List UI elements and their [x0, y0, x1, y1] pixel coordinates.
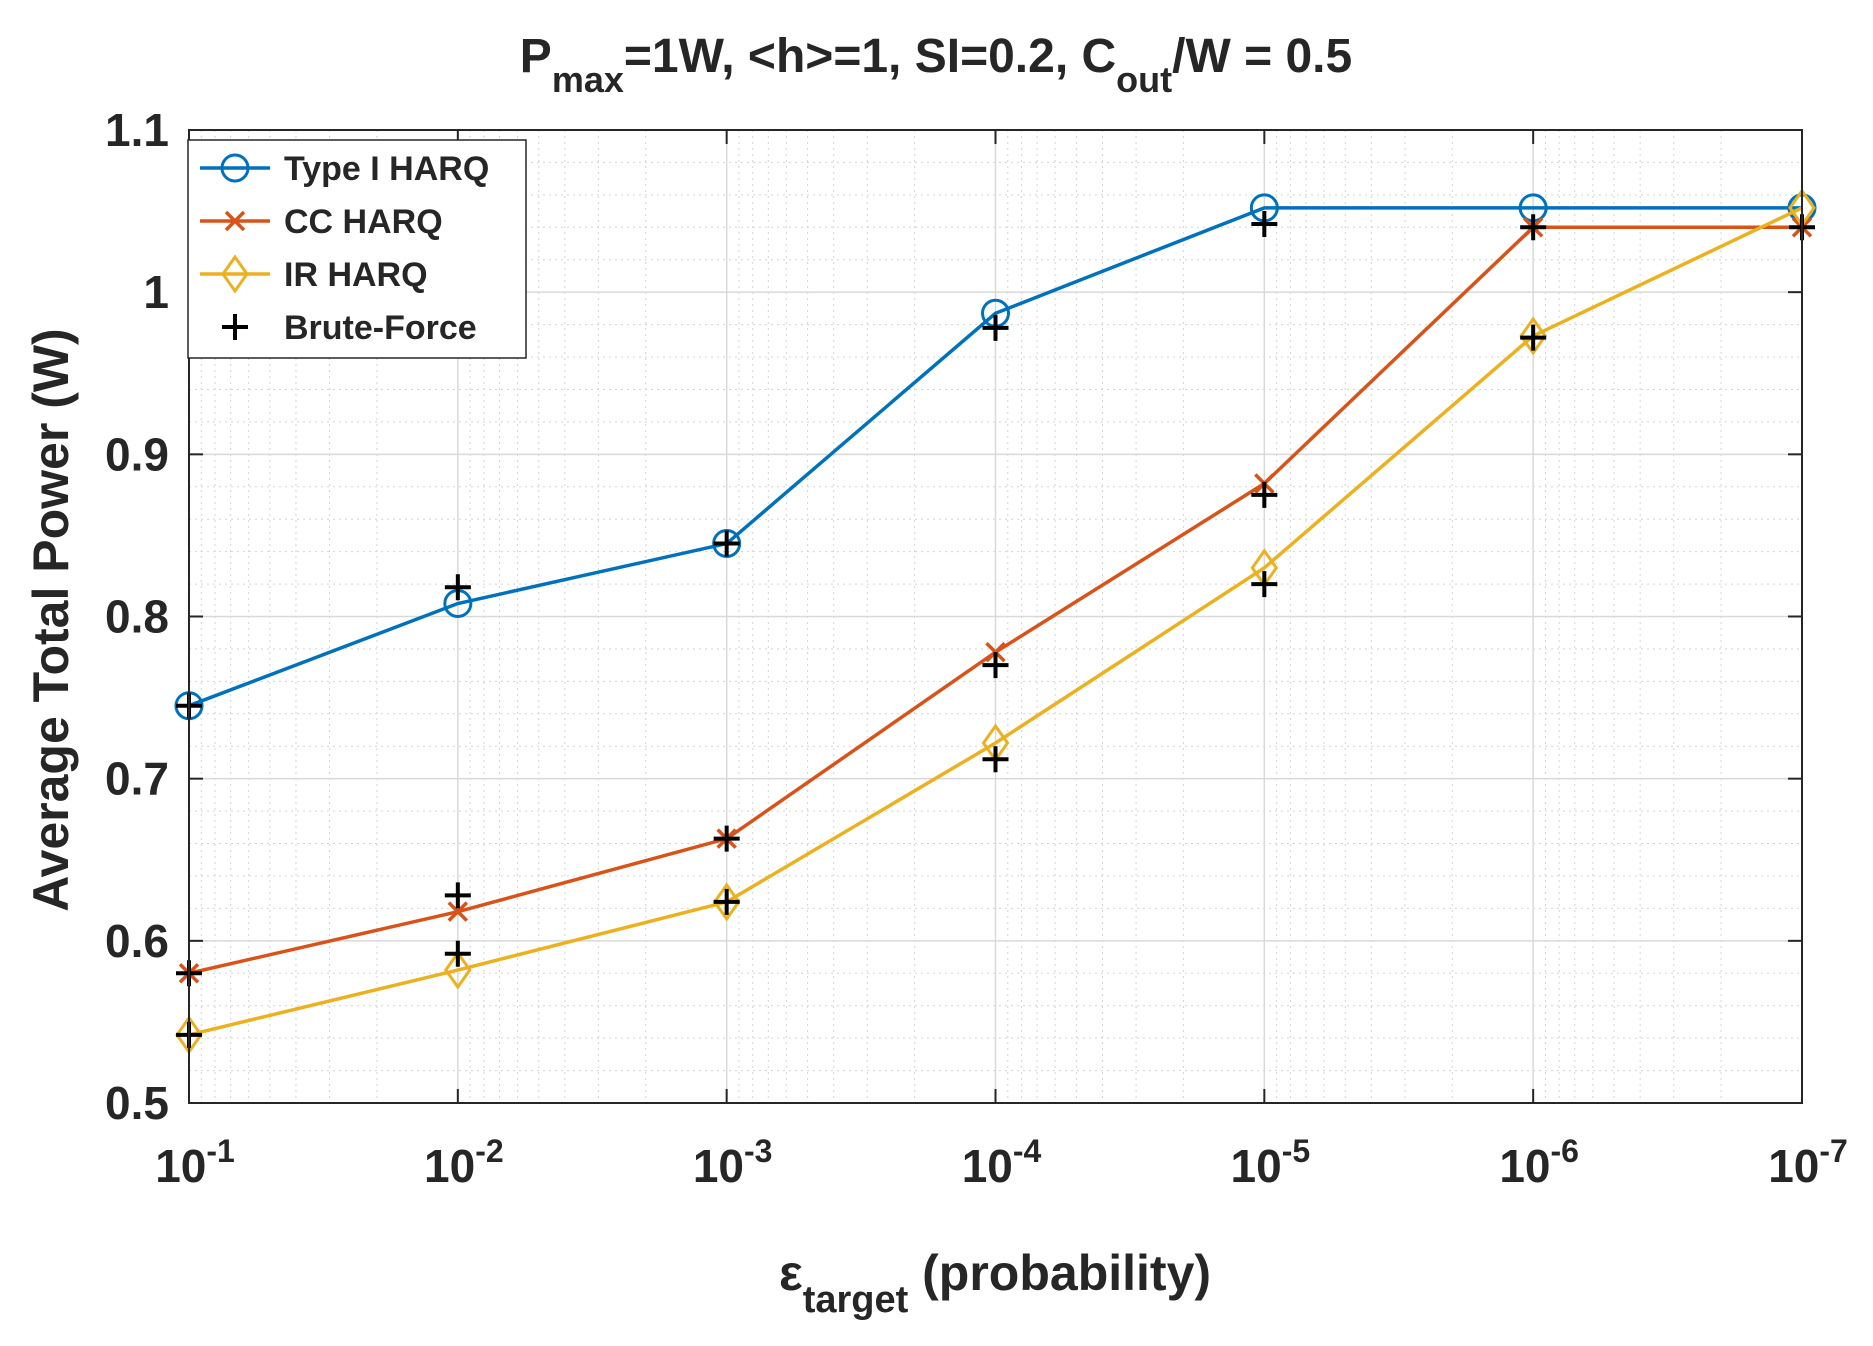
- y-tick-label: 1: [143, 266, 169, 318]
- x-tick-exponent: -3: [744, 1133, 772, 1169]
- y-tick-label: 0.9: [105, 428, 169, 480]
- x-tick-exponent: -7: [1819, 1133, 1847, 1169]
- axis-ticks: [188, 129, 1803, 1104]
- data-point-diamond: [221, 254, 249, 294]
- data-point-plus: [982, 746, 1009, 773]
- data-point-plus: [982, 652, 1009, 679]
- x-tick-base: 10: [1231, 1140, 1282, 1192]
- title-tail: /W = 0.5: [1172, 30, 1352, 83]
- x-tick-label: 10-2: [424, 1133, 504, 1192]
- legend-label: CC HARQ: [284, 203, 443, 241]
- x-tick-label: 10-6: [1499, 1133, 1579, 1192]
- xlabel-text: (probability): [908, 1245, 1211, 1301]
- chart-title: Pmax=1W, <h>=1, SI=0.2, Cout/W = 0.5: [520, 30, 1352, 100]
- x-tick-base: 10: [1768, 1140, 1819, 1192]
- y-tick-labels: 0.5 0.6 0.7 0.8 0.9 1 1.1: [105, 104, 169, 1129]
- x-tick-exponent: -6: [1551, 1133, 1579, 1169]
- series-line: [188, 206, 1802, 708]
- x-tick-exponent: -5: [1282, 1133, 1310, 1169]
- data-point-plus: [1251, 571, 1278, 598]
- title-mid: =1W, <h>=1, SI=0.2, C: [624, 30, 1116, 83]
- title-p: P: [520, 30, 552, 83]
- legend-item: Brute-Force: [222, 309, 477, 347]
- data-point-plus: [444, 882, 471, 909]
- x-tick-base: 10: [155, 1140, 206, 1192]
- title-sub-out: out: [1116, 59, 1172, 100]
- data-point-plus: [713, 530, 740, 557]
- data-point-circle: [220, 153, 250, 183]
- data-point-x: [224, 210, 246, 232]
- x-tick-base: 10: [424, 1140, 475, 1192]
- x-tick-label: 10-1: [155, 1133, 235, 1192]
- legend-label: Type I HARQ: [284, 150, 489, 188]
- series-brute-force: [176, 211, 1815, 1048]
- data-point-diamond: [712, 882, 741, 922]
- x-tick-label: 10-5: [1231, 1133, 1311, 1192]
- legend-item: IR HARQ: [200, 254, 428, 294]
- y-tick-label: 0.6: [105, 915, 169, 967]
- y-tick-label: 1.1: [105, 104, 169, 156]
- data-point-plus: [982, 314, 1009, 341]
- title-sub-max: max: [552, 59, 624, 100]
- x-tick-label: 10-7: [1768, 1133, 1848, 1192]
- data-point-diamond: [1519, 316, 1548, 356]
- x-tick-base: 10: [693, 1140, 744, 1192]
- x-tick-exponent: -2: [475, 1133, 503, 1169]
- data-point-plus: [1520, 214, 1547, 241]
- xlabel-symbol: ε: [779, 1245, 803, 1301]
- data-point-plus: [1251, 211, 1278, 238]
- xlabel-sub: target: [803, 1279, 909, 1321]
- legend-items: Type I HARQ CC HARQ IR HARQ Brute-Force: [200, 150, 489, 347]
- y-tick-label: 0.8: [105, 591, 169, 643]
- y-tick-label: 0.5: [105, 1077, 169, 1129]
- data-point-plus: [1520, 324, 1547, 351]
- x-tick-exponent: -1: [206, 1133, 234, 1169]
- data-point-plus: [222, 314, 248, 340]
- data-point-plus: [444, 940, 471, 967]
- x-axis-label: εtarget (probability): [779, 1245, 1211, 1321]
- legend: Type I HARQ CC HARQ IR HARQ Brute-Force: [187, 139, 527, 359]
- legend-item: CC HARQ: [200, 203, 443, 241]
- data-point-plus: [1251, 481, 1278, 508]
- x-tick-base: 10: [962, 1140, 1013, 1192]
- y-axis-label: Average Total Power (W): [23, 328, 79, 911]
- data-point-plus: [713, 888, 740, 915]
- series-layer: [174, 188, 1817, 1055]
- data-point-plus: [444, 574, 471, 601]
- legend-label: Brute-Force: [284, 309, 477, 347]
- x-tick-base: 10: [1499, 1140, 1550, 1192]
- x-tick-label: 10-3: [693, 1133, 773, 1192]
- x-tick-exponent: -4: [1013, 1133, 1042, 1169]
- y-tick-label: 0.7: [105, 753, 169, 805]
- legend-item: Type I HARQ: [200, 150, 489, 188]
- legend-label: IR HARQ: [284, 256, 428, 294]
- x-tick-labels: 10-1 10-2 10-3 10-4 10-5 10-6 10-7: [155, 1133, 1848, 1192]
- data-point-x: [447, 901, 469, 922]
- x-tick-label: 10-4: [962, 1133, 1042, 1192]
- data-point-plus: [713, 825, 740, 852]
- data-point-diamond: [443, 950, 472, 990]
